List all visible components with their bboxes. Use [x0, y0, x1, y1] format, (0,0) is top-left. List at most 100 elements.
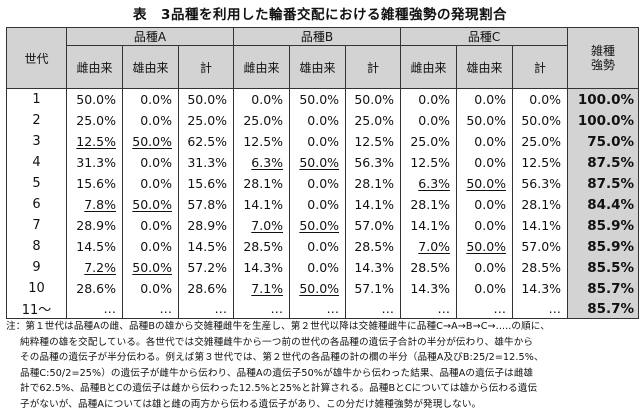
value-cell: … [233, 299, 290, 319]
value-cell: 0.0% [289, 131, 346, 152]
value-cell: 7.0% [233, 215, 290, 236]
value-cell: 56.3% [512, 173, 568, 194]
value-cell: 31.3% [177, 152, 234, 173]
table-row: 10 28.6% 0.0% 28.6% 7.1% 50.0% 57.1% 14.3% 0.0% 1… [6, 278, 640, 299]
value-cell: 12.5% [345, 131, 401, 152]
value-cell: 14.1% [512, 215, 568, 236]
value-cell: 0.0% [512, 88, 568, 110]
generation-cell: 4 [6, 152, 67, 173]
value-cell: 0.0% [456, 278, 513, 299]
underlined-value: 50.0% [132, 197, 172, 212]
table-title: 表 3品種を利用した輪番交配における雑種強勢の発現割合 [133, 7, 507, 23]
value-cell: 50.0% [289, 152, 346, 173]
value-cell: 0.0% [122, 236, 179, 257]
heterosis-cell: 84.4% [567, 194, 640, 215]
underlined-value: 50.0% [466, 239, 507, 254]
value-cell: 0.0% [122, 110, 179, 131]
generation-cell: 11～ [6, 299, 67, 319]
underlined-value: 7.8% [84, 197, 116, 212]
sub-header: 雄由来 [456, 45, 514, 89]
value-cell: 14.3% [345, 257, 401, 278]
value-cell: 50.0% [177, 88, 234, 110]
sub-header: 雄由来 [289, 45, 347, 89]
value-cell: 0.0% [289, 173, 346, 194]
value-cell: 0.0% [122, 152, 179, 173]
value-cell: 28.1% [400, 194, 457, 215]
generation-cell: 3 [6, 131, 67, 152]
value-cell: 12.5% [512, 152, 568, 173]
value-cell: 7.0% [400, 236, 457, 257]
underlined-value: 50.0% [132, 260, 172, 275]
generation-cell: 1 [6, 88, 67, 110]
value-cell: 0.0% [456, 152, 513, 173]
value-cell: … [512, 299, 568, 319]
value-cell: 50.0% [456, 110, 513, 131]
value-cell: 28.5% [400, 257, 457, 278]
generation-cell: 7 [6, 215, 67, 236]
underlined-value: 50.0% [299, 155, 340, 170]
generation-header: 世代 [6, 27, 67, 89]
value-cell: 56.3% [345, 152, 401, 173]
value-cell: 57.1% [345, 278, 401, 299]
underlined-value: 50.0% [466, 176, 507, 191]
footnote-line: 注：第１世代は品種Aの雌、品種Bの雄から交雑種雌牛を生産し、第２世代以降は交雑種… [6, 321, 550, 332]
sub-header: 雌由来 [66, 45, 123, 89]
value-cell: 0.0% [122, 278, 179, 299]
heterosis-header-line2: 強勢 [591, 58, 616, 72]
value-cell: 28.6% [177, 278, 234, 299]
table-row: 5 15.6% 0.0% 15.6% 28.1% 0.0% 28.1% 6.3% 50.0% 56… [6, 173, 640, 194]
value-cell: 31.3% [66, 152, 123, 173]
value-cell: 28.5% [345, 236, 401, 257]
footnote: 注：第１世代は品種Aの雌、品種Bの雄から交雑種雌牛を生産し、第２世代以降は交雑種… [6, 319, 638, 412]
value-cell: 57.2% [177, 257, 234, 278]
underlined-value: 50.0% [299, 281, 340, 296]
value-cell: 14.1% [233, 194, 290, 215]
value-cell: 62.5% [177, 131, 234, 152]
value-cell: 50.0% [122, 257, 179, 278]
footnote-line: 計で62.5%、品種BとCの遺伝子は雌から伝わった12.5%と25%と計算される… [20, 383, 538, 394]
heterosis-header-line1: 雑種 [591, 44, 616, 58]
table-row: 7 28.9% 0.0% 28.9% 7.0% 50.0% 57.0% 14.1% 0.0% 14… [6, 215, 640, 236]
value-cell: 14.3% [233, 257, 290, 278]
value-cell: 28.9% [66, 215, 123, 236]
value-cell: 50.0% [345, 88, 401, 110]
value-cell: 50.0% [122, 194, 179, 215]
value-cell: 50.0% [289, 278, 346, 299]
value-cell: 25.0% [66, 110, 123, 131]
value-cell: 0.0% [456, 194, 513, 215]
footnote-line: その品種の遺伝子が半分伝わる。例えば第３世代では、第２世代の各品種の計の欄の半分… [20, 352, 544, 363]
value-cell: 14.3% [512, 278, 568, 299]
generation-cell: 2 [6, 110, 67, 131]
underlined-value: 50.0% [132, 134, 172, 149]
value-cell: 0.0% [289, 194, 346, 215]
group-header-b: 品種B [233, 27, 402, 46]
value-cell: 15.6% [177, 173, 234, 194]
value-cell: 57.0% [345, 215, 401, 236]
value-cell: 6.3% [400, 173, 457, 194]
underlined-value: 7.2% [84, 260, 116, 275]
value-cell: 0.0% [122, 215, 179, 236]
value-cell: 28.6% [66, 278, 123, 299]
underlined-value: 6.3% [251, 155, 284, 170]
value-cell: 14.1% [345, 194, 401, 215]
generation-cell: 10 [6, 278, 67, 299]
group-header-a: 品種A [65, 27, 235, 46]
footnote-line: 品種C:50/2=25%）の遺伝子が雌牛から伝わり、品種Aの遺伝子50%が雄牛か… [20, 367, 534, 379]
value-cell: 28.5% [512, 257, 568, 278]
value-cell: 25.0% [512, 131, 568, 152]
generation-cell: 5 [6, 173, 67, 194]
table-row: 2 25.0% 0.0% 25.0% 25.0% 0.0% 25.0% 0.0% 50.0% 50… [6, 110, 640, 131]
heterosis-cell: 87.5% [567, 173, 640, 194]
underlined-value: 7.1% [251, 281, 284, 296]
value-cell: 25.0% [177, 110, 234, 131]
value-cell: 50.0% [512, 110, 568, 131]
value-cell: … [400, 299, 457, 319]
sub-header: 計 [177, 45, 235, 89]
value-cell: 0.0% [456, 131, 513, 152]
value-cell: … [345, 299, 401, 319]
value-cell: 50.0% [456, 173, 513, 194]
table-row: 11～……………………… 85.7% [6, 299, 640, 319]
table-row: 4 31.3% 0.0% 31.3% 6.3% 50.0% 56.3% 12.5% 0.0% 12… [6, 152, 640, 173]
underlined-value: 50.0% [299, 218, 340, 233]
value-cell: 0.0% [289, 110, 346, 131]
